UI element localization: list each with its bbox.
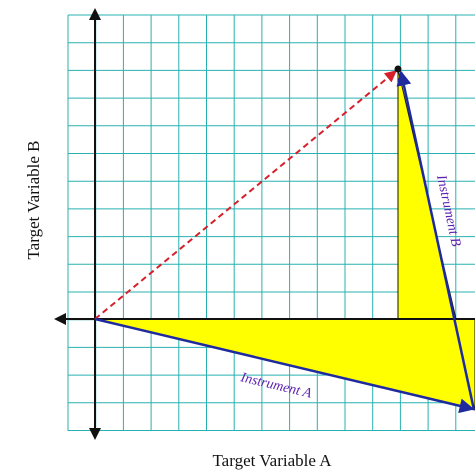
combined-vector-arrow [94,70,397,320]
x-axis-title: Target Variable A [212,451,332,470]
x-axis-left-arrow [54,313,66,325]
y-axis-title: Target Variable B [24,140,43,259]
y-axis-top-arrow [89,8,101,20]
instrument-a-vector-arrow [94,317,475,414]
vector-tip-point [394,65,402,73]
y-axis-bottom-arrow [89,428,101,440]
instrument-b-vector-arrow [396,70,475,411]
